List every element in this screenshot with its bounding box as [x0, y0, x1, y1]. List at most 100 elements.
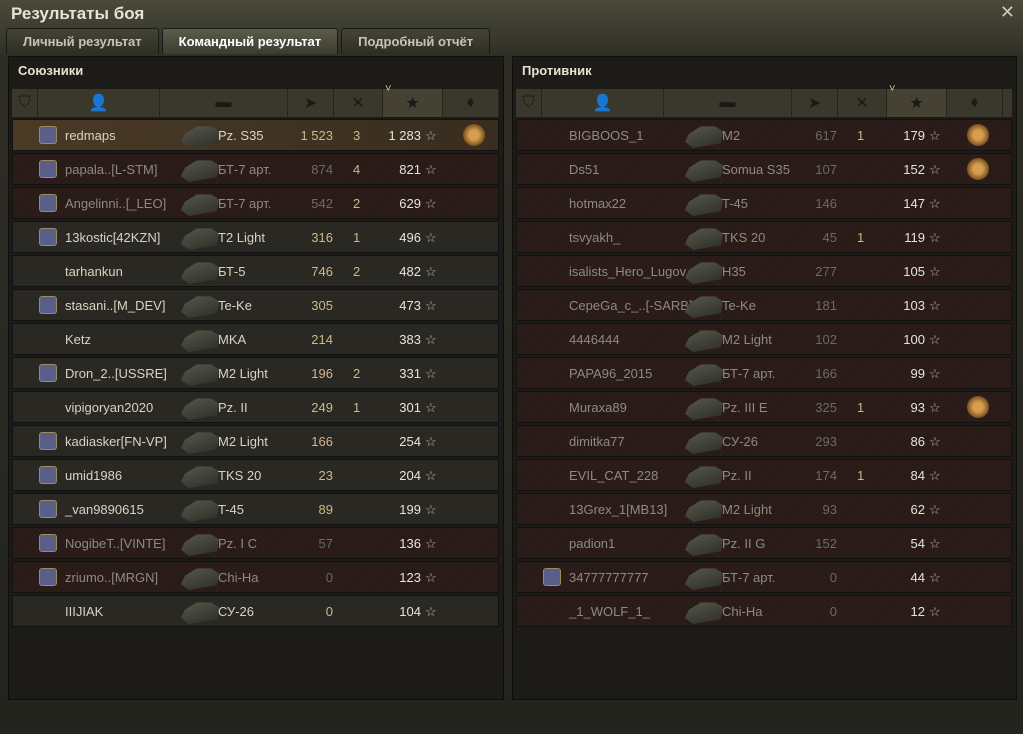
medal-icon[interactable] [967, 158, 989, 180]
tank-name: БТ-7 арт. [722, 366, 776, 381]
tank-icon [181, 364, 219, 386]
damage-value: 166 [815, 366, 837, 381]
star-icon: ☆ [929, 196, 941, 211]
column-experience-icon[interactable]: ★ [887, 83, 947, 117]
player-row[interactable]: 4446444 M2 Light 102 100 ☆ [516, 323, 1012, 355]
experience-value: 136 [399, 536, 421, 551]
tank-icon [181, 568, 219, 590]
tank-name: БТ-7 арт. [218, 162, 272, 177]
medal-icon[interactable] [967, 396, 989, 418]
player-name: 13kostic[42KZN] [65, 230, 161, 245]
frags-value: 1 [353, 230, 361, 245]
player-row[interactable]: redmaps Pz. S35 1 523 3 1 283 ☆ [12, 119, 499, 151]
player-row[interactable]: Angelinni..[_LEO] БТ-7 арт. 542 2 629 ☆ [12, 187, 499, 219]
tank-name: Chi-Ha [218, 570, 259, 585]
column-player-icon[interactable]: 👤 [38, 89, 160, 117]
experience-value: 496 [399, 230, 421, 245]
experience-value: 84 [910, 468, 925, 483]
close-icon[interactable]: ✕ [999, 2, 1015, 22]
column-damage-icon[interactable]: ➤ [792, 89, 838, 117]
frags-value: 1 [353, 400, 361, 415]
tab-detailed-report[interactable]: Подробный отчёт [341, 28, 491, 54]
frags-value: 2 [353, 196, 361, 211]
tank-icon [181, 228, 219, 250]
damage-value: 181 [815, 298, 837, 313]
column-experience-icon[interactable]: ★ [383, 83, 443, 117]
tank-icon [181, 160, 219, 182]
column-tank-icon[interactable]: ▬ [664, 89, 792, 117]
player-row[interactable]: EVIL_CAT_228 Pz. II 174 1 84 ☆ [516, 459, 1012, 491]
experience-value: 199 [399, 502, 421, 517]
player-row[interactable]: _van9890615 T-45 89 199 ☆ [12, 493, 499, 525]
star-icon: ☆ [425, 366, 437, 381]
clan-badge-icon [39, 466, 57, 484]
player-row[interactable]: stasani..[M_DEV] Te-Ke 305 473 ☆ [12, 289, 499, 321]
experience-value: 482 [399, 264, 421, 279]
column-frags-icon[interactable]: ✕ [334, 89, 383, 117]
player-row[interactable]: IIIJIAK СУ-26 0 104 ☆ [12, 595, 499, 627]
experience-value: 629 [399, 196, 421, 211]
tank-name: M2 [722, 128, 741, 143]
player-row[interactable]: Muraxa89 Pz. III E 325 1 93 ☆ [516, 391, 1012, 423]
star-icon: ☆ [425, 298, 437, 313]
damage-value: 214 [311, 332, 333, 347]
player-row[interactable]: Dron_2..[USSRE] M2 Light 196 2 331 ☆ [12, 357, 499, 389]
experience-value: 821 [399, 162, 421, 177]
star-icon: ☆ [929, 264, 941, 279]
frags-value: 2 [353, 366, 361, 381]
player-row[interactable]: PAPA96_2015 БТ-7 арт. 166 99 ☆ [516, 357, 1012, 389]
player-name: vipigoryan2020 [65, 400, 154, 415]
tank-icon [181, 194, 219, 216]
column-medal-icon[interactable]: ♦ [947, 89, 1003, 117]
player-row[interactable]: 13Grex_1[MB13] M2 Light 93 62 ☆ [516, 493, 1012, 525]
column-frags-icon[interactable]: ✕ [838, 89, 887, 117]
player-row[interactable]: 13kostic[42KZN] T2 Light 316 1 496 ☆ [12, 221, 499, 253]
player-row[interactable]: papala..[L-STM] БТ-7 арт. 874 4 821 ☆ [12, 153, 499, 185]
player-row[interactable]: dimitka77 СУ-26 293 86 ☆ [516, 425, 1012, 457]
player-row[interactable]: tarhankun БТ-5 746 2 482 ☆ [12, 255, 499, 287]
column-rank-icon[interactable]: ⛉ [12, 89, 38, 117]
experience-value: 147 [903, 196, 925, 211]
player-row[interactable]: hotmax22 T-45 146 147 ☆ [516, 187, 1012, 219]
column-damage-icon[interactable]: ➤ [288, 89, 334, 117]
tank-name: Pz. II [218, 400, 248, 415]
allies-list: redmaps Pz. S35 1 523 3 1 283 ☆ papala..[L-STM… [12, 119, 499, 629]
medal-icon[interactable] [967, 124, 989, 146]
player-row[interactable]: CepeGa_c_..[-SARB] Te-Ke 181 103 ☆ [516, 289, 1012, 321]
star-icon: ☆ [425, 536, 437, 551]
tab-personal-result[interactable]: Личный результат [6, 28, 159, 54]
column-tank-icon[interactable]: ▬ [160, 89, 288, 117]
player-row[interactable]: BIGBOOS_1 M2 617 1 179 ☆ [516, 119, 1012, 151]
player-row[interactable]: isalists_Hero_Lugov.. H35 277 105 ☆ [516, 255, 1012, 287]
player-name: isalists_Hero_Lugov.. [569, 264, 693, 279]
player-row[interactable]: umid1986 TKS 20 23 204 ☆ [12, 459, 499, 491]
player-row[interactable]: Ketz MKA 214 383 ☆ [12, 323, 499, 355]
star-icon: ☆ [425, 332, 437, 347]
column-medal-icon[interactable]: ♦ [443, 89, 499, 117]
player-row[interactable]: padion1 Pz. II G 152 54 ☆ [516, 527, 1012, 559]
clan-badge-icon [39, 534, 57, 552]
player-row[interactable]: NogibeT..[VINTE] Pz. I C 57 136 ☆ [12, 527, 499, 559]
column-rank-icon[interactable]: ⛉ [516, 89, 542, 117]
player-row[interactable]: 34777777777 БТ-7 арт. 0 44 ☆ [516, 561, 1012, 593]
column-player-icon[interactable]: 👤 [542, 89, 664, 117]
player-row[interactable]: tsvyakh_ TKS 20 45 1 119 ☆ [516, 221, 1012, 253]
damage-value: 305 [311, 298, 333, 313]
tank-name: БТ-7 арт. [722, 570, 776, 585]
damage-value: 93 [822, 502, 837, 517]
tank-name: Pz. II G [722, 536, 766, 551]
tab-team-result[interactable]: Командный результат [161, 28, 339, 54]
player-row[interactable]: vipigoryan2020 Pz. II 249 1 301 ☆ [12, 391, 499, 423]
tank-name: БТ-7 арт. [218, 196, 272, 211]
damage-value: 293 [815, 434, 837, 449]
player-row[interactable]: zriumo..[MRGN] Chi-Ha 0 123 ☆ [12, 561, 499, 593]
player-row[interactable]: _1_WOLF_1_ Chi-Ha 0 12 ☆ [516, 595, 1012, 627]
medal-icon[interactable] [463, 124, 485, 146]
tank-name: СУ-26 [218, 604, 255, 619]
clan-badge-icon [39, 126, 57, 144]
player-row[interactable]: kadiasker[FN-VP] M2 Light 166 254 ☆ [12, 425, 499, 457]
tank-icon [685, 466, 723, 488]
experience-value: 103 [903, 298, 925, 313]
player-row[interactable]: Ds51 Somua S35 107 152 ☆ [516, 153, 1012, 185]
